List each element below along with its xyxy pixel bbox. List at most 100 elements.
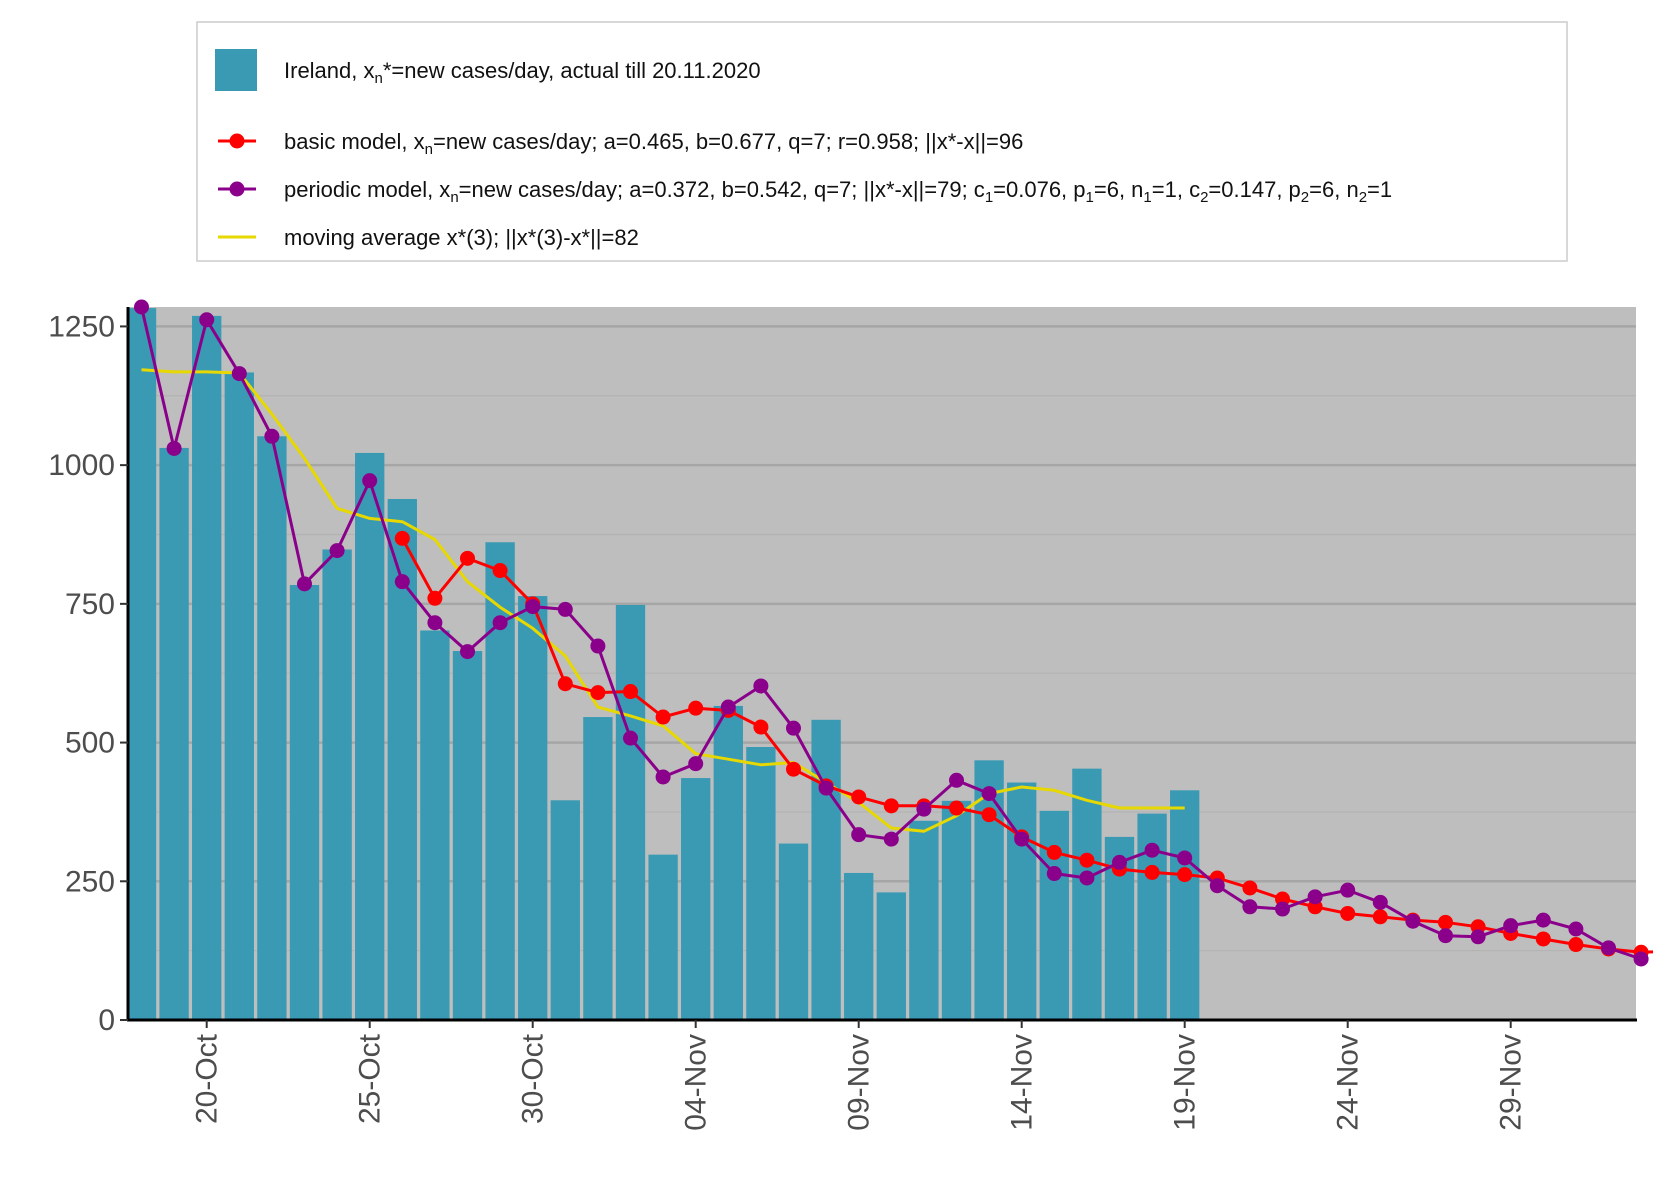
periodic-model-point	[264, 428, 280, 444]
periodic-model-point	[818, 780, 834, 796]
bar	[844, 872, 874, 1020]
line-series	[134, 299, 1653, 967]
periodic-model-point	[1046, 866, 1062, 882]
periodic-model-point	[655, 769, 671, 785]
periodic-model-point	[1209, 878, 1225, 894]
basic-model-point	[1177, 867, 1193, 883]
periodic-model-point	[1372, 894, 1388, 910]
basic-model-point	[1438, 914, 1453, 930]
basic-model-point	[460, 550, 475, 566]
bar	[941, 800, 972, 1020]
bar	[550, 800, 580, 1020]
legend-key-point	[229, 133, 245, 149]
periodic-model-point	[1438, 928, 1453, 944]
periodic-model-point	[1014, 831, 1030, 847]
bar	[224, 372, 254, 1020]
bar	[713, 705, 743, 1020]
basic-model-point	[1568, 937, 1584, 953]
periodic-model-point	[720, 699, 736, 715]
periodic-model-point	[231, 366, 247, 382]
x-tick-label: 24-Nov	[1332, 1034, 1365, 1131]
x-tick-label: 14-Nov	[1006, 1034, 1039, 1131]
bar	[615, 604, 646, 1020]
periodic-model-point	[1112, 854, 1127, 870]
basic-model-point	[394, 530, 410, 546]
basic-model-point	[557, 676, 573, 692]
bar	[876, 892, 906, 1020]
y-tick-label: 500	[65, 727, 115, 760]
basic-model-point	[1079, 852, 1095, 868]
periodic-model-point	[1568, 921, 1584, 937]
periodic-model-point	[427, 615, 443, 631]
periodic-model-point	[525, 599, 541, 615]
bar	[192, 315, 222, 1020]
periodic-model-point	[394, 574, 410, 590]
basic-model-point	[623, 684, 638, 700]
bar	[518, 596, 548, 1020]
periodic-model-point	[753, 678, 769, 694]
x-tick-label: 25-Oct	[354, 1033, 387, 1124]
bar	[583, 717, 613, 1020]
periodic-model-point	[851, 827, 867, 843]
periodic-model-point	[492, 615, 508, 631]
y-tick-label: 1000	[48, 449, 115, 482]
basic-model-point	[1372, 909, 1388, 925]
periodic-model-point	[557, 601, 573, 617]
basic-model-point	[1242, 880, 1258, 896]
periodic-model-point	[883, 831, 899, 847]
bar	[159, 447, 189, 1020]
periodic-model-point	[1144, 842, 1160, 858]
periodic-model-point	[590, 638, 606, 654]
basic-model-point	[981, 807, 997, 823]
bar	[289, 584, 320, 1020]
legend-label: moving average x*(3); ||x*(3)-x*||=82	[284, 225, 639, 250]
bar	[126, 308, 157, 1020]
basic-model-point	[427, 590, 443, 606]
bar	[452, 651, 483, 1020]
periodic-model-point	[1535, 912, 1551, 928]
y-tick-label: 750	[65, 588, 115, 621]
legend-label: Ireland, xn*=new cases/day, actual till …	[284, 58, 761, 87]
basic-model-point	[655, 709, 671, 725]
bar	[1072, 768, 1102, 1020]
periodic-model-point	[1079, 870, 1095, 886]
periodic-model-point	[134, 299, 149, 315]
periodic-model-point	[1405, 913, 1421, 929]
periodic-model-point	[1503, 918, 1519, 934]
bar	[778, 843, 809, 1020]
basic-model-point	[753, 719, 769, 735]
basic-model-point	[590, 685, 606, 701]
periodic-model-point	[1177, 850, 1193, 866]
periodic-model-point	[949, 772, 964, 788]
periodic-model-point	[199, 312, 215, 328]
x-tick-label: 29-Nov	[1495, 1034, 1528, 1131]
legend-label: basic model, xn=new cases/day; a=0.465, …	[284, 129, 1023, 158]
periodic-model-point	[1307, 889, 1323, 905]
bar	[1039, 810, 1069, 1020]
bar	[811, 719, 841, 1020]
x-tick-label: 09-Nov	[843, 1034, 876, 1131]
x-tick-label: 30-Oct	[517, 1033, 550, 1124]
periodic-model-point	[1470, 929, 1486, 945]
periodic-model-point	[1633, 951, 1649, 967]
legend-label: periodic model, xn=new cases/day; a=0.37…	[284, 177, 1392, 206]
bar-series	[126, 308, 1200, 1020]
periodic-model-point	[1242, 899, 1258, 915]
bar	[974, 760, 1004, 1020]
bar	[681, 778, 711, 1020]
legend: Ireland, xn*=new cases/day, actual till …	[215, 49, 1392, 250]
periodic-model-point	[916, 801, 932, 817]
x-tick-label: 20-Oct	[191, 1033, 224, 1124]
basic-model-point	[1340, 905, 1356, 921]
basic-model-point	[1046, 844, 1062, 860]
bar	[257, 436, 287, 1020]
basic-model-point	[949, 800, 964, 816]
x-tick-label: 04-Nov	[680, 1034, 713, 1131]
basic-model-point	[688, 700, 704, 716]
legend-key-bar	[215, 49, 257, 91]
x-tick-label: 19-Nov	[1169, 1034, 1202, 1131]
periodic-model-point	[688, 756, 704, 772]
bar	[648, 854, 678, 1020]
periodic-model-point	[460, 644, 475, 660]
